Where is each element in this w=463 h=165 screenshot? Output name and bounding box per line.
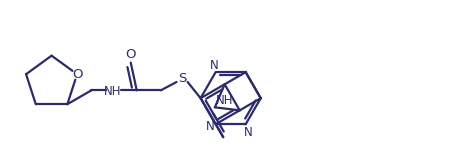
Text: N: N [209,59,218,72]
Text: NH: NH [104,85,121,98]
Text: NH: NH [216,94,233,107]
Text: O: O [125,48,136,61]
Text: N: N [205,120,214,133]
Text: S: S [177,72,186,85]
Text: O: O [72,68,82,81]
Text: N: N [243,126,252,139]
